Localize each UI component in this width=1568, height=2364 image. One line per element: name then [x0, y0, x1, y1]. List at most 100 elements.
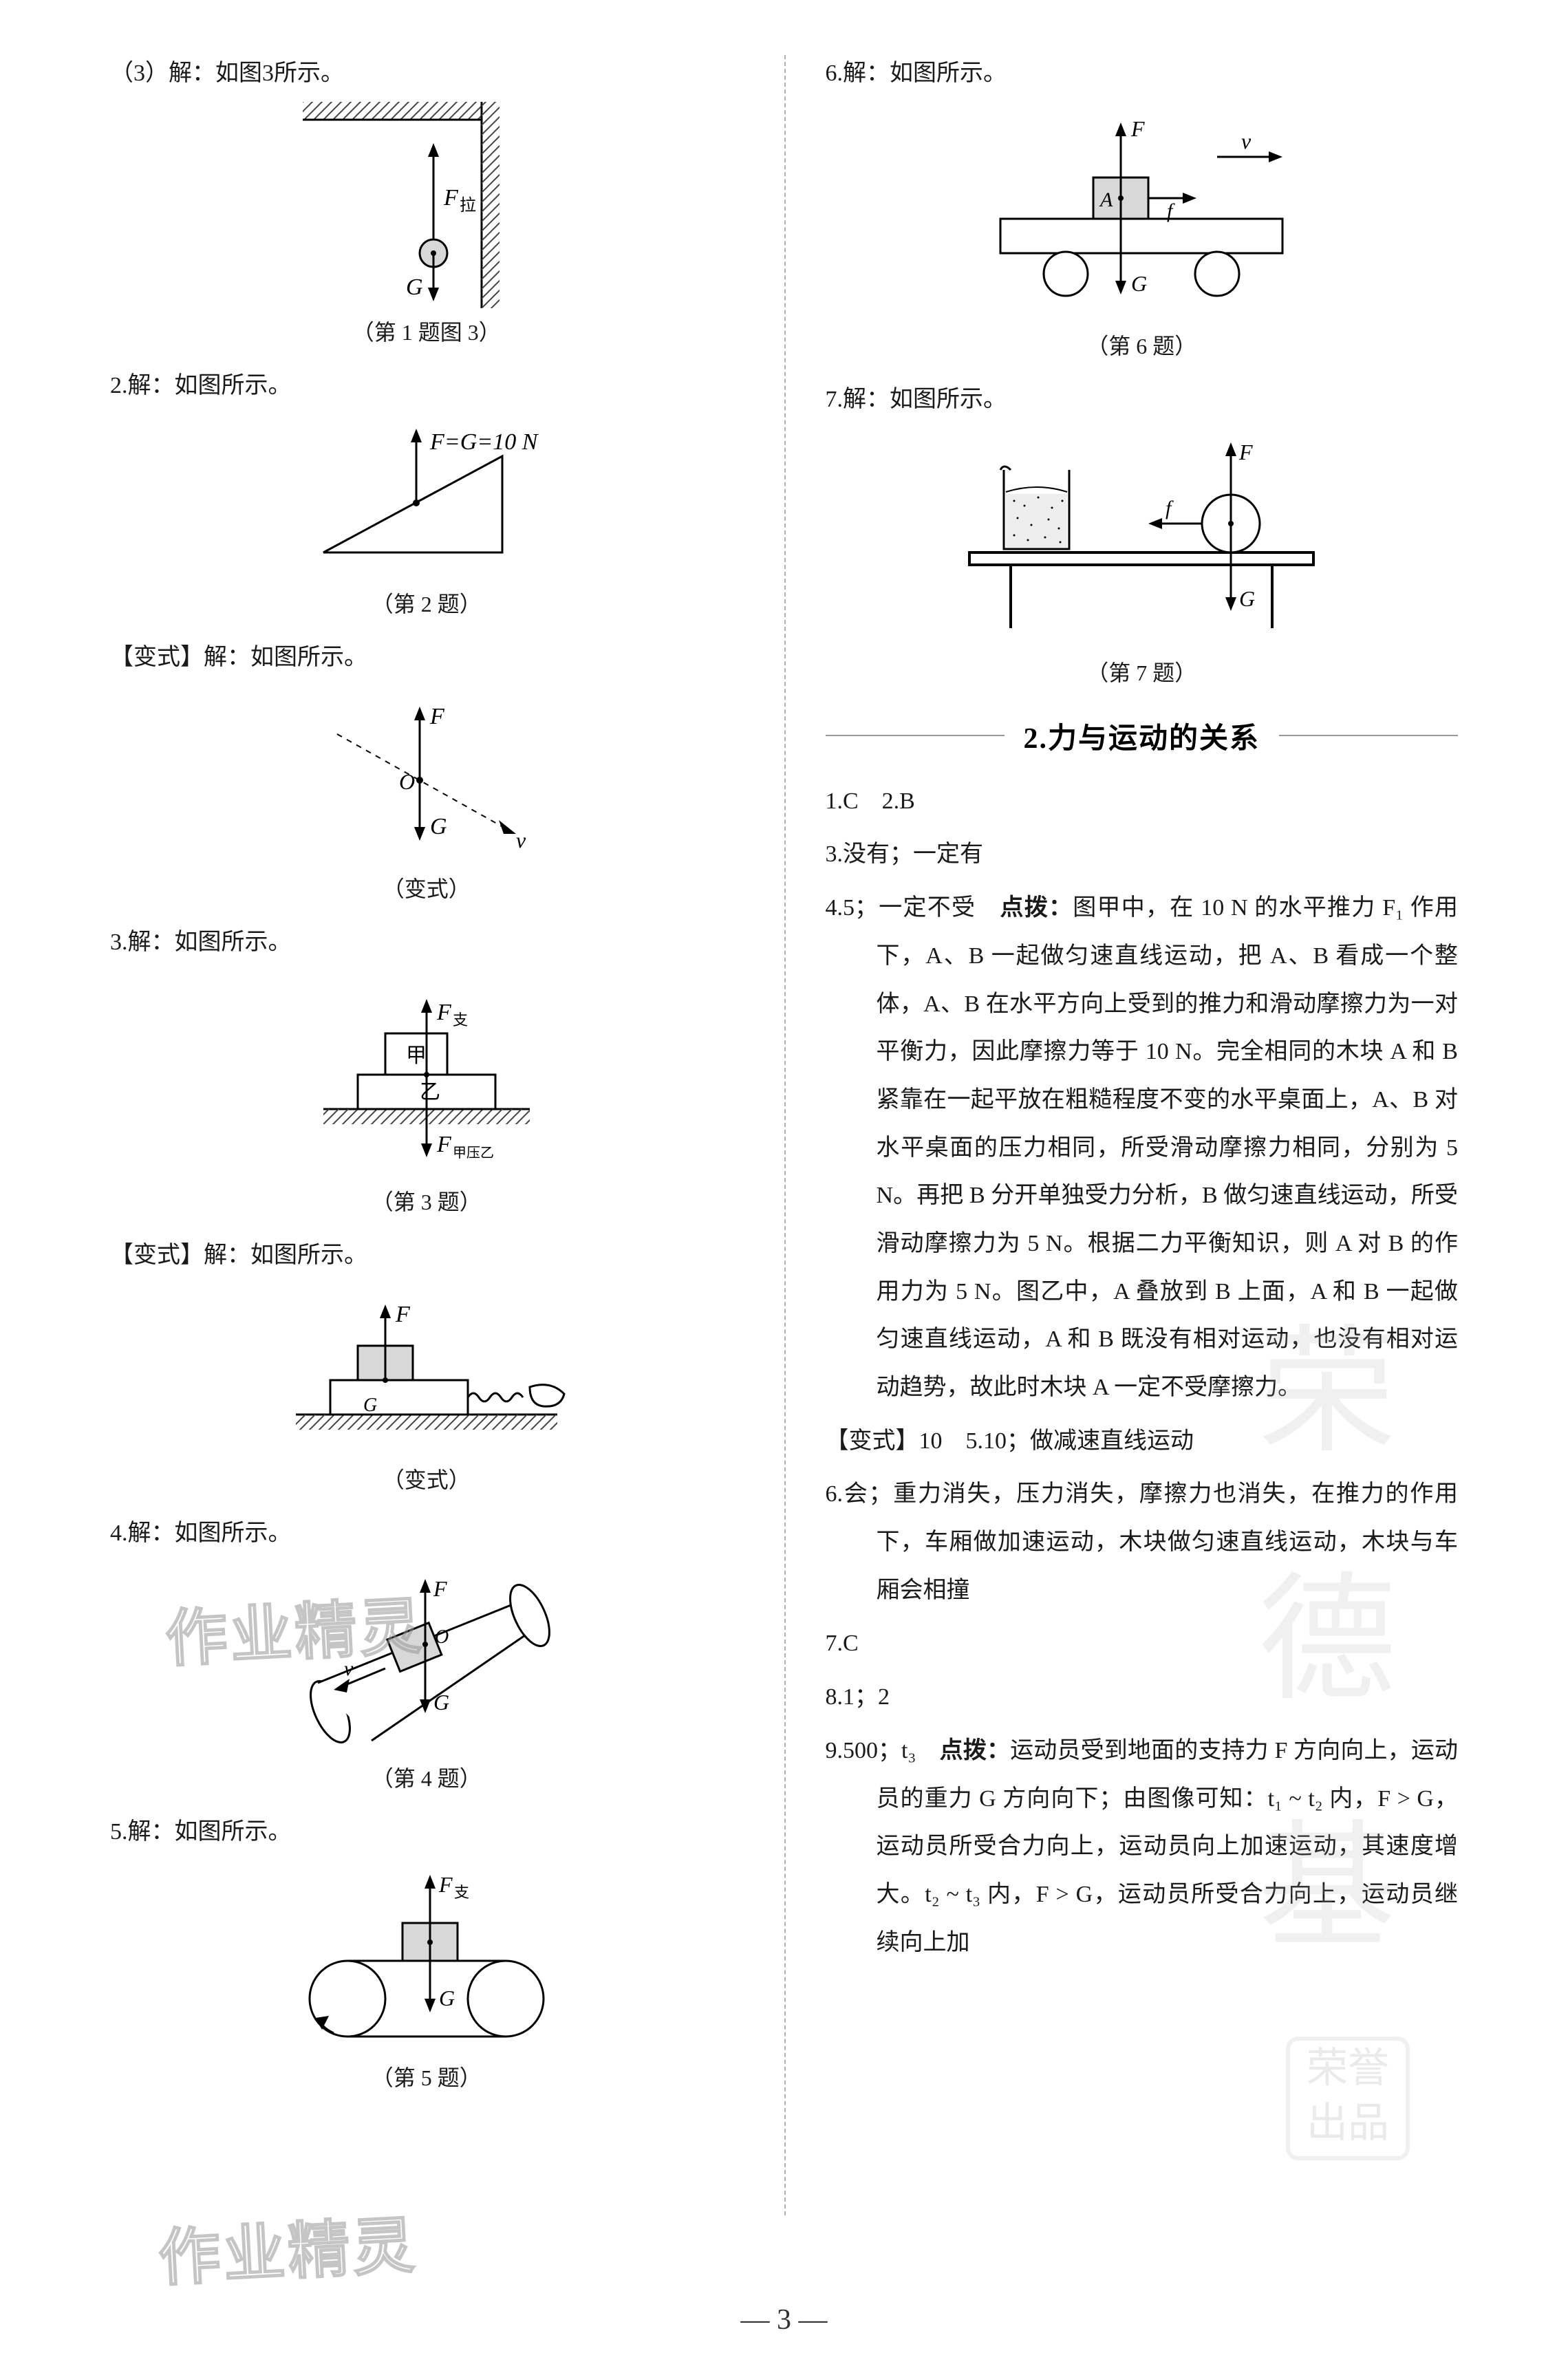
q4-text: 4.解：如图所示。 — [110, 1515, 743, 1552]
fig4-v: v — [344, 1657, 354, 1680]
fig1-svg: F 拉 G — [303, 102, 550, 308]
fig5-F: F — [438, 1872, 453, 1897]
ans-9-bold: 点拨： — [940, 1738, 1010, 1763]
fig3-F: F — [436, 1000, 452, 1025]
fig3: 乙 甲 F 支 F 甲压乙 — [110, 971, 743, 1178]
figvar2-svg: F G — [282, 1284, 571, 1456]
fig3-mid: 乙 — [420, 1081, 440, 1104]
figvar2-G: G — [363, 1395, 377, 1416]
fig4-F: F — [433, 1576, 447, 1601]
q6-text: 6.解：如图所示。 — [826, 55, 1459, 92]
var2: 【变式】解：如图所示。 F G — [110, 1237, 743, 1494]
ans-9-head: 9.500；t₃ — [826, 1738, 940, 1763]
fig2-svg: F=G=10 N — [282, 415, 571, 580]
fig3-svg: 乙 甲 F 支 F 甲压乙 — [303, 971, 550, 1178]
fig5-svg: F 支 G — [282, 1861, 571, 2054]
q7-text: 7.解：如图所示。 — [826, 381, 1459, 418]
figvar2-F: F — [395, 1302, 411, 1327]
fig7-F: F — [1238, 440, 1253, 464]
fig6-A: A — [1099, 189, 1113, 211]
var-line: 【变式】10 5.10；做减速直线运动 — [826, 1417, 1459, 1465]
var2-text: 【变式】解：如图所示。 — [110, 1237, 743, 1274]
var1-text: 【变式】解：如图所示。 — [110, 639, 743, 676]
ans-8: 8.1；2 — [826, 1673, 1459, 1721]
left-column: （3）解：如图3所示。 — [110, 55, 764, 2257]
figvar1-svg: v O F G — [303, 686, 550, 865]
q2-text: 2.解：如图所示。 — [110, 367, 743, 405]
ans-4-head: 4.5；一定不受 — [826, 895, 1000, 921]
q3: 3.解：如图所示。 乙 甲 — [110, 924, 743, 1216]
fig3-Fbotsub: 甲压乙 — [453, 1146, 494, 1161]
ans-9: 9.500；t₃ 点拨：运动员受到地面的支持力 F 方向向上，运动员的重力 G … — [826, 1727, 1459, 1966]
fig6-F: F — [1130, 116, 1145, 141]
fig7: F G f — [826, 429, 1459, 649]
ans-9-body: 运动员受到地面的支持力 F 方向向上，运动员的重力 G 方向向下；由图像可知：t… — [877, 1738, 1459, 1955]
fig6-v: v — [1241, 129, 1252, 153]
seal-icon: 荣誉 出品 — [1286, 2037, 1410, 2160]
fig3-box: 甲 — [406, 1044, 427, 1067]
fig3-Fbot: F — [436, 1132, 452, 1157]
seal-bot: 出品 — [1290, 2096, 1406, 2151]
q7: 7.解：如图所示。 — [826, 381, 1459, 687]
page-number: — 3 — — [0, 2303, 1568, 2336]
fig1-Fsub: 拉 — [460, 196, 476, 215]
q1-3-text: （3）解：如图3所示。 — [110, 55, 743, 92]
figvar1-caption: （变式） — [110, 872, 743, 903]
fig7-svg: F G f — [949, 429, 1334, 649]
fig3-Fsub: 支 — [453, 1011, 468, 1029]
fig6: A F G f v — [826, 102, 1459, 322]
q2: 2.解：如图所示。 F=G=10 N （第 2 题） — [110, 367, 743, 618]
q1-3: （3）解：如图3所示。 — [110, 55, 743, 347]
figvar2: F G — [110, 1284, 743, 1456]
rule-left — [826, 735, 1005, 736]
fig6-svg: A F G f v — [963, 102, 1320, 322]
fig6-G: G — [1131, 271, 1147, 296]
fig5-G: G — [439, 1986, 455, 2010]
fig2-caption: （第 2 题） — [110, 587, 743, 619]
fig4-caption: （第 4 题） — [110, 1761, 743, 1793]
fig1: F 拉 G — [110, 102, 743, 308]
ans-1-2: 1.C 2.B — [826, 777, 1459, 826]
fig7-caption: （第 7 题） — [826, 656, 1459, 687]
section-title: 2.力与运动的关系 — [1005, 715, 1280, 757]
q5-text: 5.解：如图所示。 — [110, 1814, 743, 1851]
figvar1-F: F — [429, 704, 445, 729]
fig7-f: f — [1166, 497, 1174, 519]
figvar1-v: v — [516, 828, 526, 852]
fig7-G: G — [1239, 586, 1255, 611]
q5: 5.解：如图所示。 F 支 G — [110, 1814, 743, 2092]
fig1-G: G — [406, 275, 423, 300]
ans-4-body: 图甲中，在 10 N 的水平推力 F₁ 作用下，A、B 一起做匀速直线运动，把 … — [877, 895, 1459, 1400]
column-divider — [784, 55, 786, 2215]
fig1-F: F — [443, 185, 459, 211]
q3-text: 3.解：如图所示。 — [110, 924, 743, 961]
figvar1: v O F G — [110, 686, 743, 865]
fig3-caption: （第 3 题） — [110, 1185, 743, 1216]
section-header: 2.力与运动的关系 — [826, 715, 1459, 757]
var1: 【变式】解：如图所示。 v O F G （变式） — [110, 639, 743, 903]
fig5: F 支 G — [110, 1861, 743, 2054]
q6: 6.解：如图所示。 A F G f — [826, 55, 1459, 361]
figvar1-G: G — [430, 814, 447, 839]
ans-4: 4.5；一定不受 点拨：图甲中，在 10 N 的水平推力 F₁ 作用下，A、B … — [826, 884, 1459, 1412]
fig2-label: F=G=10 N — [429, 429, 539, 455]
fig2: F=G=10 N — [110, 415, 743, 580]
ans-7: 7.C — [826, 1620, 1459, 1668]
fig4-O: O — [435, 1626, 449, 1648]
ans-6: 6.会；重力消失，压力消失，摩擦力也消失，在推力的作用下，车厢做加速运动，木块做… — [826, 1470, 1459, 1614]
fig6-caption: （第 6 题） — [826, 329, 1459, 361]
figvar1-O: O — [399, 769, 415, 794]
seal-top: 荣誉 — [1290, 2041, 1406, 2096]
q4: 4.解：如图所示。 O F G v — [110, 1515, 743, 1793]
fig4-G: G — [433, 1690, 449, 1715]
fig5-Fsub: 支 — [454, 1884, 469, 1901]
fig4: O F G v — [110, 1562, 743, 1754]
fig1-caption: （第 1 题图 3） — [110, 315, 743, 347]
fig5-caption: （第 5 题） — [110, 2061, 743, 2092]
rule-right — [1279, 735, 1458, 736]
figvar2-caption: （变式） — [110, 1463, 743, 1494]
fig4-svg: O F G v — [275, 1562, 578, 1754]
right-column: 6.解：如图所示。 A F G f — [805, 55, 1459, 2257]
ans-4-bold: 点拨： — [1000, 895, 1073, 921]
ans-3: 3.没有；一定有 — [826, 830, 1459, 879]
